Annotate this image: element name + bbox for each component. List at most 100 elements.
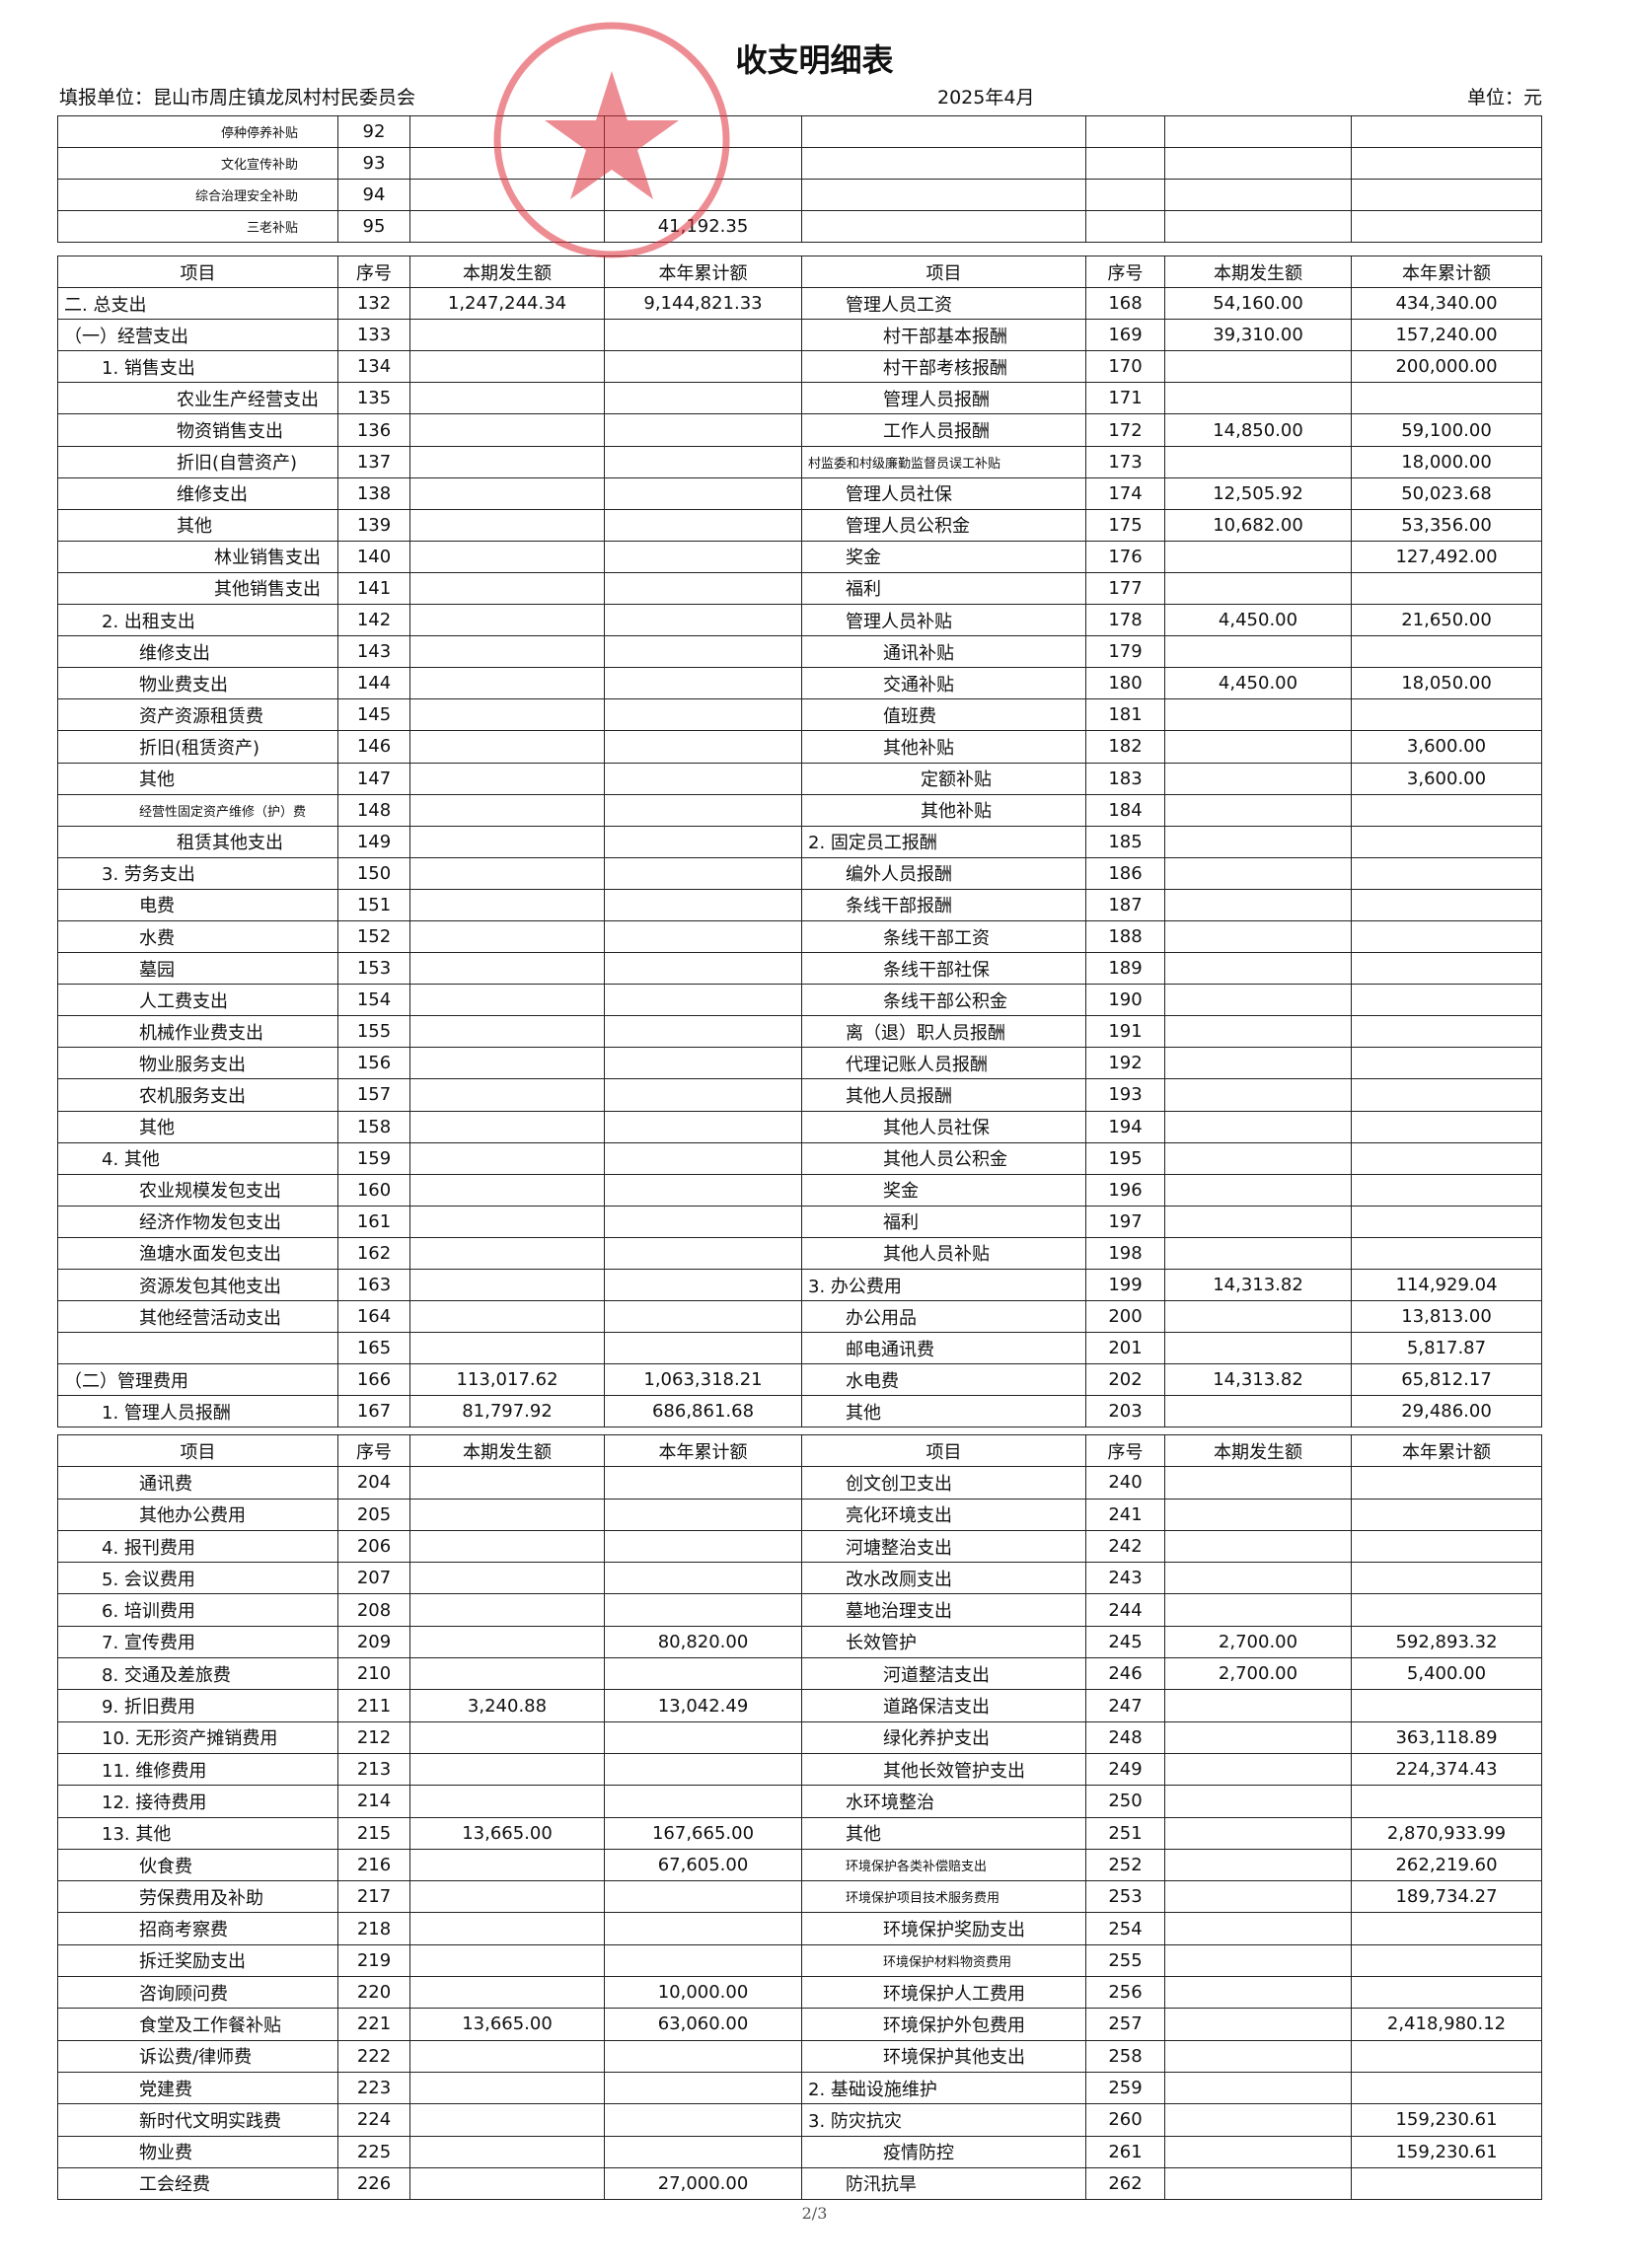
item-name: 绿化养护支出 [801, 1720, 1086, 1754]
amount [1351, 1943, 1542, 1978]
seq-number: 258 [1085, 2039, 1165, 2073]
item-name: 条线干部公积金 [801, 984, 1086, 1017]
amount [1164, 856, 1352, 890]
row: 其他 147 定额补贴 183 3,600.00 [57, 762, 1542, 795]
row: 折旧(自营资产) 137 村监委和村级廉勤监督员误工补贴 173 18,000.00 [57, 445, 1542, 478]
amount [1164, 1593, 1352, 1627]
item-name: 水电费 [801, 1363, 1086, 1397]
item-name: 党建费 [57, 2071, 338, 2105]
stamp [493, 22, 730, 258]
amount: 1,247,244.34 [409, 287, 605, 321]
amount [1164, 635, 1352, 669]
amount: 4,450.00 [1164, 604, 1352, 637]
seq-number: 255 [1085, 1943, 1165, 1978]
amount [409, 1785, 605, 1818]
amount [409, 1720, 605, 1754]
row: 招商考察费 218 环境保护奖励支出 254 [57, 1912, 1542, 1945]
item-name: 维修支出 [57, 476, 338, 510]
item-name: 管理人员工资 [801, 287, 1086, 321]
amount [409, 1593, 605, 1627]
amount [1164, 730, 1352, 764]
amount [1164, 1689, 1352, 1722]
amount [1351, 1173, 1542, 1207]
item-name: 其他人员公积金 [801, 1141, 1086, 1175]
amount [1164, 1752, 1352, 1787]
amount: 81,797.92 [409, 1395, 605, 1428]
amount: 53,356.00 [1351, 508, 1542, 542]
amount [409, 825, 605, 858]
amount [1164, 1466, 1352, 1500]
amount [604, 762, 802, 795]
amount [409, 635, 605, 669]
row: 租赁其他支出 149 2. 固定员工报酬 185 [57, 825, 1542, 858]
amount [1164, 1848, 1352, 1882]
item-name: 管理人员报酬 [801, 382, 1086, 415]
item-name: 邮电通讯费 [801, 1332, 1086, 1365]
seq-number: 203 [1085, 1395, 1165, 1428]
amount [1351, 888, 1542, 921]
row: 物业费支出 144 交通补贴 180 4,450.00 18,050.00 [57, 667, 1542, 700]
seq-number: 196 [1085, 1173, 1165, 1207]
seq-number: 218 [337, 1912, 410, 1945]
amount [1351, 147, 1542, 180]
amount [604, 382, 802, 415]
amount [1164, 2135, 1352, 2168]
item-name: 其他 [801, 1395, 1086, 1428]
amount [1351, 210, 1542, 243]
amount: 2,870,933.99 [1351, 1816, 1542, 1850]
amount [409, 793, 605, 827]
seq-number: 171 [1085, 382, 1165, 415]
seq-number: 167 [337, 1395, 410, 1428]
item-name: 3. 劳务支出 [57, 856, 338, 890]
amount [1164, 1976, 1352, 2010]
item-name: 其他 [801, 1816, 1086, 1850]
row: 综合治理安全补助 94 [57, 179, 1542, 211]
amount [409, 762, 605, 795]
amount [604, 1593, 802, 1627]
amount: 113,017.62 [409, 1363, 605, 1397]
item-name: 拆迁奖励支出 [57, 1943, 338, 1978]
item-name: 亮化环境支出 [801, 1498, 1086, 1531]
row: 伙食费 216 67,605.00 环境保护各类补偿赔支出 252 262,219.60 [57, 1848, 1542, 1882]
item-name: 条线干部报酬 [801, 888, 1086, 921]
item-name: 劳保费用及补助 [57, 1880, 338, 1914]
seq-number: 181 [1085, 698, 1165, 732]
item-name: 福利 [801, 1205, 1086, 1238]
amount [409, 1943, 605, 1978]
title: 收支明细表 [735, 41, 894, 79]
seq-number [1085, 115, 1165, 148]
seq-number: 200 [1085, 1300, 1165, 1334]
amount [409, 2135, 605, 2168]
seq-number: 148 [337, 793, 410, 827]
amount [604, 1300, 802, 1334]
row: 经济作物发包支出 161 福利 197 [57, 1205, 1542, 1238]
item-name: 墓园 [57, 952, 338, 986]
item-name: 村干部考核报酬 [801, 350, 1086, 384]
item-name: 村监委和村级廉勤监督员误工补贴 [801, 445, 1086, 478]
item-name: 折旧(租赁资产) [57, 730, 338, 764]
item-name: 环境保护外包费用 [801, 2008, 1086, 2041]
column-header: 本年累计额 [1351, 255, 1542, 289]
row: 水费 152 条线干部工资 188 [57, 919, 1542, 954]
column-header: 序号 [337, 1433, 410, 1468]
amount [1164, 1943, 1352, 1978]
amount [409, 1625, 605, 1659]
period: 2025年4月 [937, 87, 1035, 109]
amount [1164, 540, 1352, 573]
seq-number: 224 [337, 2103, 410, 2137]
seq-number: 252 [1085, 1848, 1165, 1882]
seq-number: 197 [1085, 1205, 1165, 1238]
amount [604, 2039, 802, 2073]
row: 资源发包其他支出 163 3. 办公费用 199 14,313.82 114,929.04 [57, 1268, 1542, 1302]
amount [409, 1880, 605, 1914]
item-name: 编外人员报酬 [801, 856, 1086, 890]
item-name: 水环境整治 [801, 1785, 1086, 1818]
amount: 157,240.00 [1351, 319, 1542, 352]
item-name: 工作人员报酬 [801, 413, 1086, 447]
item-name: 3. 防灾抗灾 [801, 2103, 1086, 2137]
amount: 159,230.61 [1351, 2103, 1542, 2137]
seq-number: 177 [1085, 571, 1165, 606]
amount [1164, 1078, 1352, 1112]
item-name: 物业费支出 [57, 667, 338, 700]
amount [604, 888, 802, 921]
